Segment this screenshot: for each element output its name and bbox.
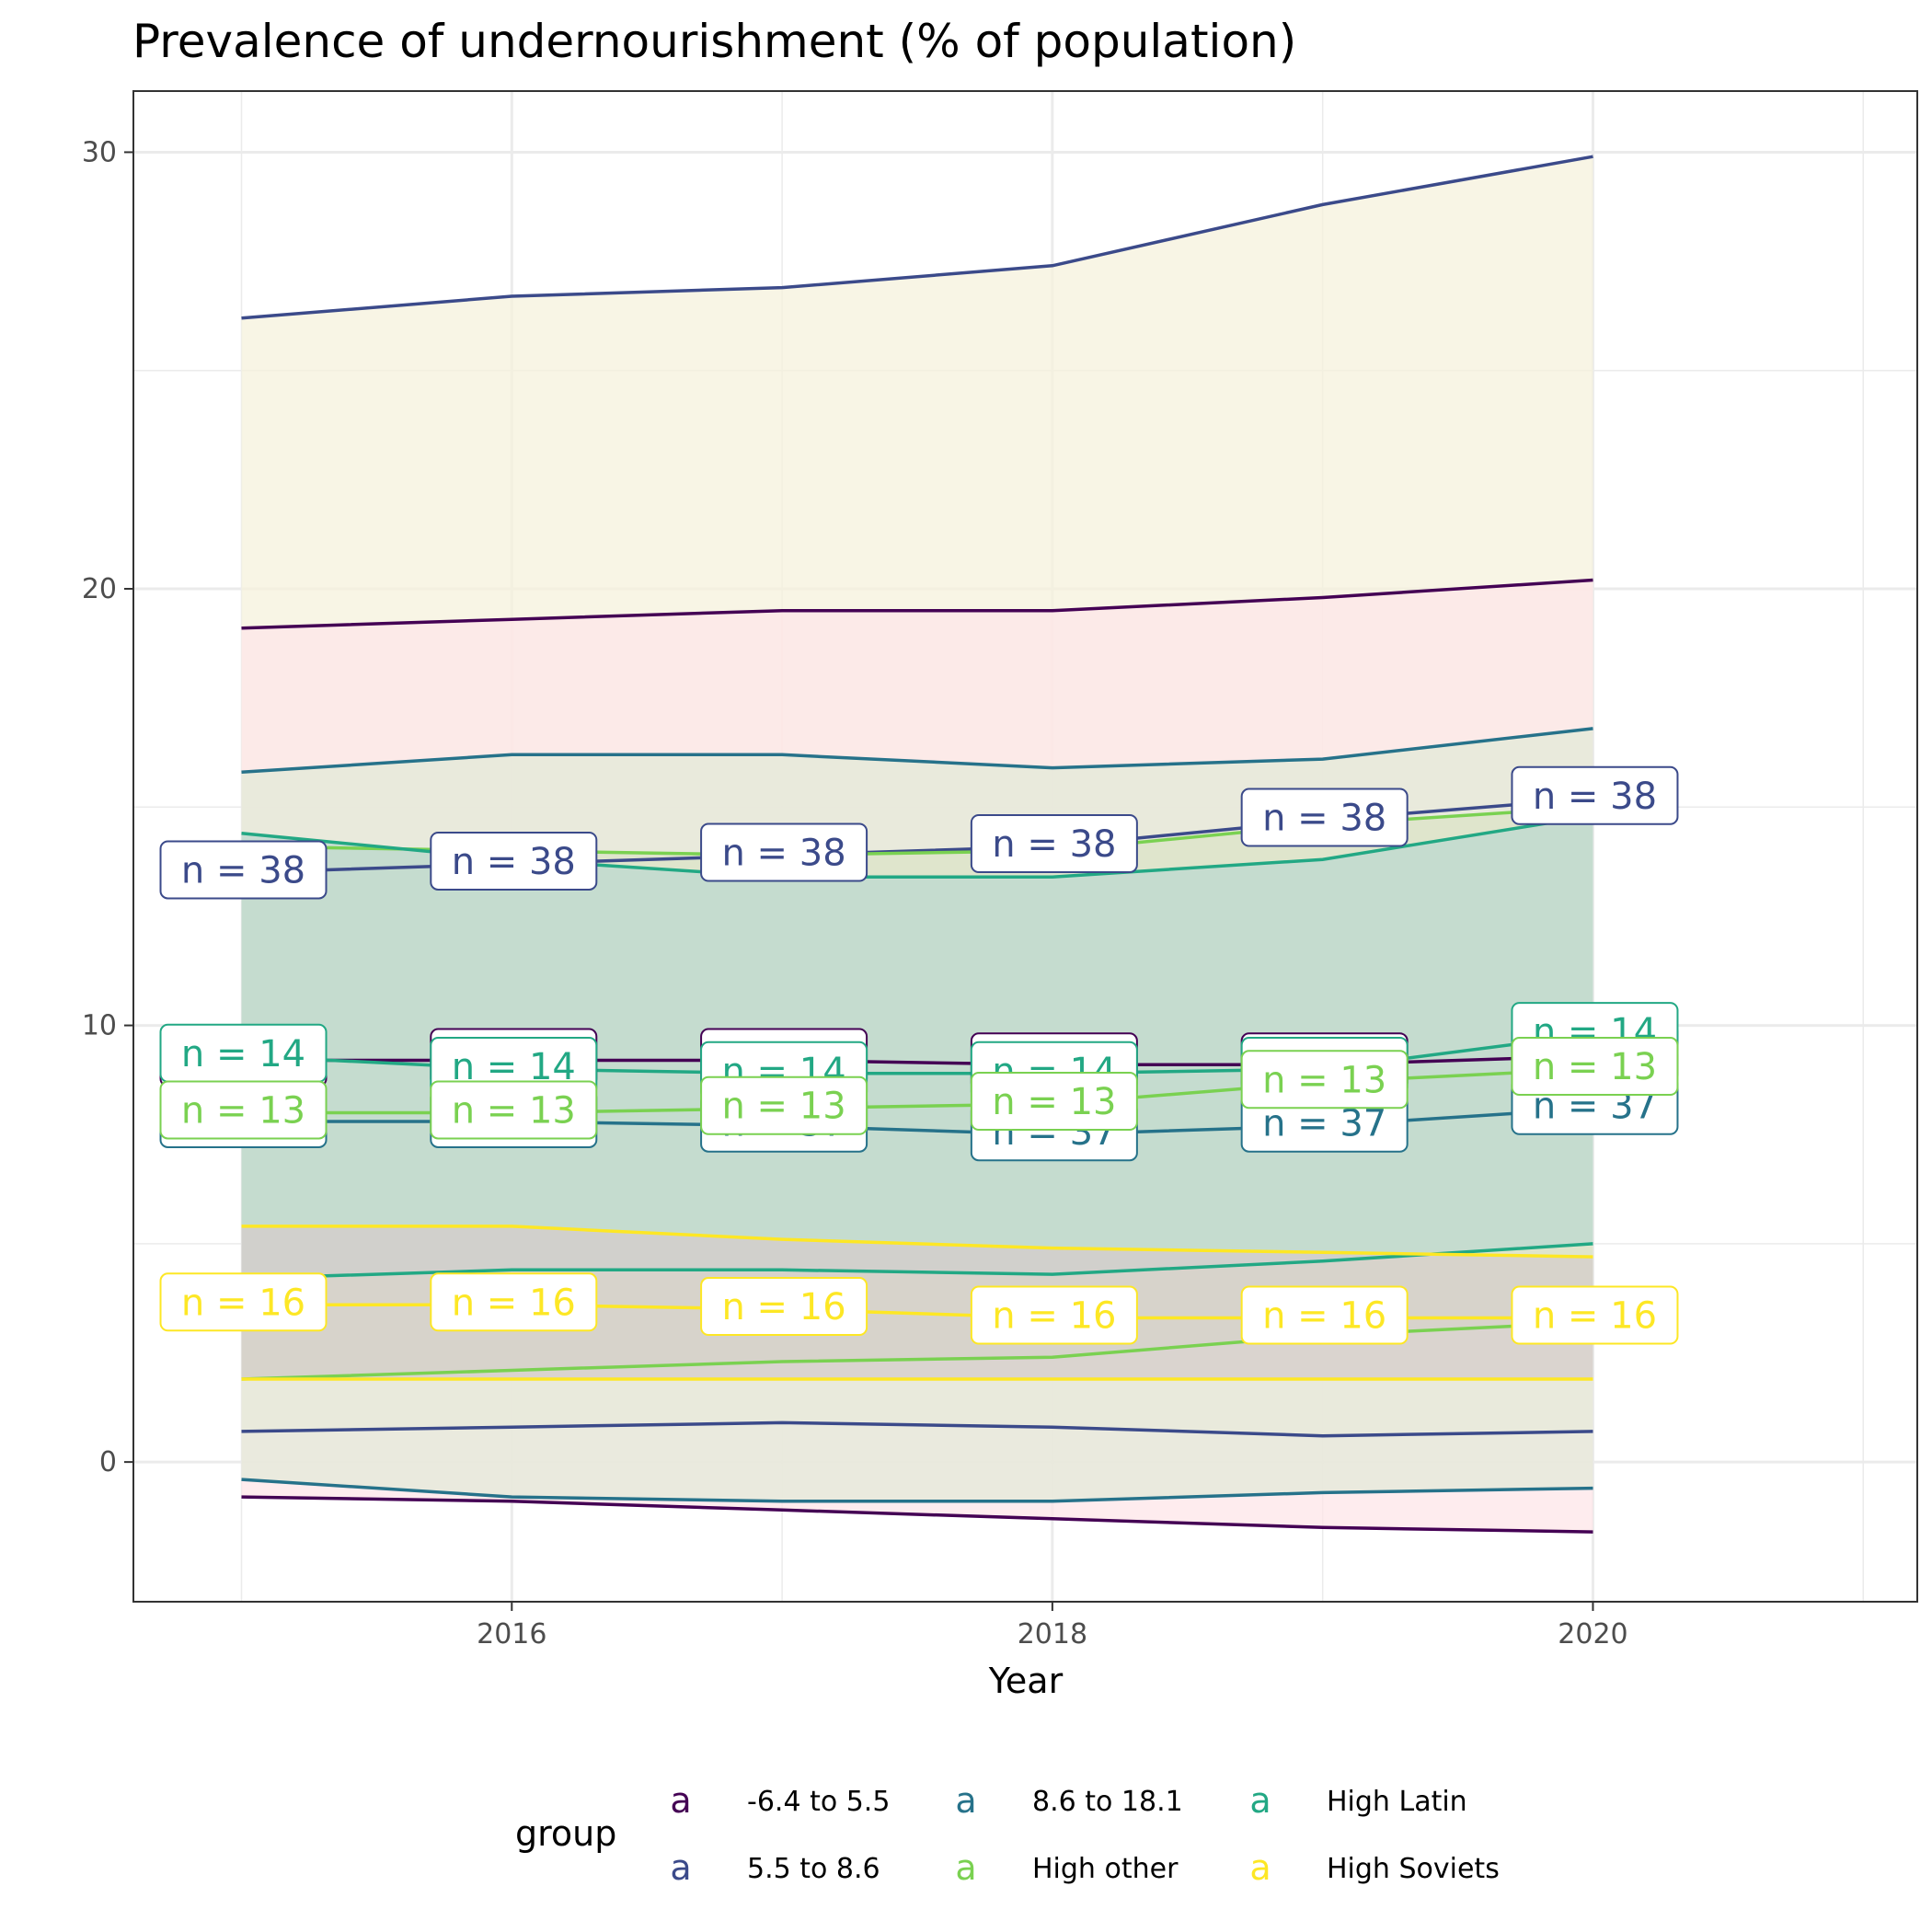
legend-item: a High Latin: [1249, 1780, 1466, 1821]
count-label-text: n = 13: [1262, 1059, 1386, 1101]
count-label-box: [1240, 788, 1409, 847]
count-label-text: n = 38: [452, 841, 576, 883]
y-tick-label: 10: [82, 1010, 117, 1042]
band-area: [241, 815, 1593, 1279]
count-label-text: n = 16: [181, 1282, 305, 1324]
count-label-text: n = 16: [452, 1282, 576, 1324]
count-label-text: n = 38: [992, 823, 1116, 866]
legend-label: High other: [1032, 1853, 1179, 1885]
legend-label: 8.6 to 18.1: [1032, 1786, 1183, 1818]
count-label-text: n = 38: [721, 832, 845, 874]
count-label-box: [1511, 1285, 1679, 1345]
count-label: n = 14: [159, 1023, 328, 1083]
count-label-text: n = 38: [1262, 798, 1386, 840]
count-label-box: [700, 1075, 868, 1135]
plot-border: [132, 90, 1918, 1603]
count-label: n = 16: [1240, 1285, 1409, 1345]
count-label-text: n = 38: [181, 849, 305, 891]
legend-key-glyph: a: [670, 1847, 691, 1888]
count-label-box: [159, 1272, 328, 1332]
count-label-text: n = 37: [1262, 1103, 1386, 1145]
legend-item: a 8.6 to 18.1: [955, 1780, 1182, 1821]
legend-key-glyph: a: [1249, 1780, 1271, 1821]
count-label-text: n = 13: [452, 1089, 576, 1132]
count-label: n = 13: [1240, 1050, 1409, 1110]
legend-title: group: [515, 1813, 616, 1854]
series-bound-line: [241, 1242, 1593, 1281]
count-label-box: [430, 1272, 598, 1332]
count-label: n = 38: [970, 814, 1138, 873]
legend-key-glyph: a: [670, 1780, 691, 1821]
x-tick-label: 2016: [477, 1618, 546, 1650]
legend-label: High Soviets: [1327, 1853, 1500, 1885]
count-label: n = 13: [159, 1080, 328, 1140]
count-label-box: [1511, 1037, 1679, 1097]
x-axis-title: Year: [988, 1661, 1064, 1701]
series-bound-line: [241, 727, 1593, 775]
legend: group a -6.4 to 5.5 a 5.5 to 8.6 a 8.6 to 18.…: [515, 1780, 1500, 1888]
legend-key-glyph: a: [955, 1847, 976, 1888]
count-label-box: [1240, 1285, 1409, 1345]
count-label-box: [159, 840, 328, 900]
count-label-box: [970, 1285, 1138, 1345]
count-label: n = 13: [970, 1071, 1138, 1131]
count-label-box: [1511, 765, 1679, 825]
count-label-box: [700, 1277, 868, 1337]
series-bound-line: [241, 155, 1593, 320]
count-label: n = 16: [970, 1285, 1138, 1345]
count-label-text: n = 13: [992, 1081, 1116, 1123]
count-label-text: n = 13: [1533, 1046, 1657, 1088]
y-tick-label: 0: [99, 1446, 117, 1478]
count-label-box: [430, 831, 598, 891]
count-label-text: n = 16: [1262, 1295, 1386, 1338]
x-tick-label: 2020: [1558, 1618, 1627, 1650]
legend-key-glyph: a: [1249, 1847, 1271, 1888]
legend-label: 5.5 to 8.6: [747, 1853, 880, 1885]
legend-key-glyph: a: [955, 1780, 976, 1821]
legend-item: a -6.4 to 5.5: [670, 1780, 890, 1821]
chart-title: Prevalence of undernourishment (% of pop…: [132, 15, 1296, 68]
series-bound-line: [241, 1495, 1593, 1534]
count-label-box: [430, 1080, 598, 1140]
count-label-text: n = 16: [1533, 1295, 1657, 1338]
count-label: n = 16: [1511, 1285, 1679, 1345]
series-bound-line: [241, 1225, 1593, 1259]
legend-item: a 5.5 to 8.6: [670, 1847, 880, 1888]
count-label-box: [970, 814, 1138, 873]
count-label: n = 13: [1511, 1037, 1679, 1097]
legend-label: High Latin: [1327, 1786, 1467, 1818]
count-label-text: n = 14: [181, 1033, 305, 1075]
count-label-box: [700, 822, 868, 882]
count-label: n = 16: [430, 1272, 598, 1332]
axes: 0 10 20 30 2016 2018 2020: [82, 136, 1628, 1650]
y-tick-label: 30: [82, 136, 117, 168]
y-tick-label: 20: [82, 573, 117, 605]
count-labels: n = 38 n = 38 n = 38 n = 38 n = 38 n = 38 n = …: [159, 765, 1679, 1345]
count-label-text: n = 16: [721, 1286, 845, 1328]
legend-label: -6.4 to 5.5: [747, 1786, 890, 1818]
count-label-box: [970, 1071, 1138, 1131]
count-label: n = 38: [159, 840, 328, 900]
count-label: n = 13: [700, 1075, 868, 1135]
legend-item: a High Soviets: [1249, 1847, 1499, 1888]
count-label: n = 38: [430, 831, 598, 891]
series-bound-line: [241, 1478, 1593, 1503]
count-label: n = 16: [700, 1277, 868, 1337]
series-bound-line: [241, 1420, 1593, 1438]
series-bound-line: [241, 578, 1593, 630]
count-label-box: [1240, 1050, 1409, 1110]
count-label: n = 38: [700, 822, 868, 882]
count-label-text: n = 38: [1533, 776, 1657, 818]
count-label: n = 38: [1240, 788, 1409, 847]
count-label-text: n = 13: [721, 1086, 845, 1128]
legend-item: a High other: [955, 1847, 1179, 1888]
count-label-text: n = 16: [992, 1295, 1116, 1338]
x-tick-label: 2018: [1018, 1618, 1087, 1650]
count-label: n = 16: [159, 1272, 328, 1332]
count-label-text: n = 13: [181, 1089, 305, 1132]
count-label-box: [159, 1080, 328, 1140]
count-label: n = 38: [1511, 765, 1679, 825]
count-label: n = 13: [430, 1080, 598, 1140]
